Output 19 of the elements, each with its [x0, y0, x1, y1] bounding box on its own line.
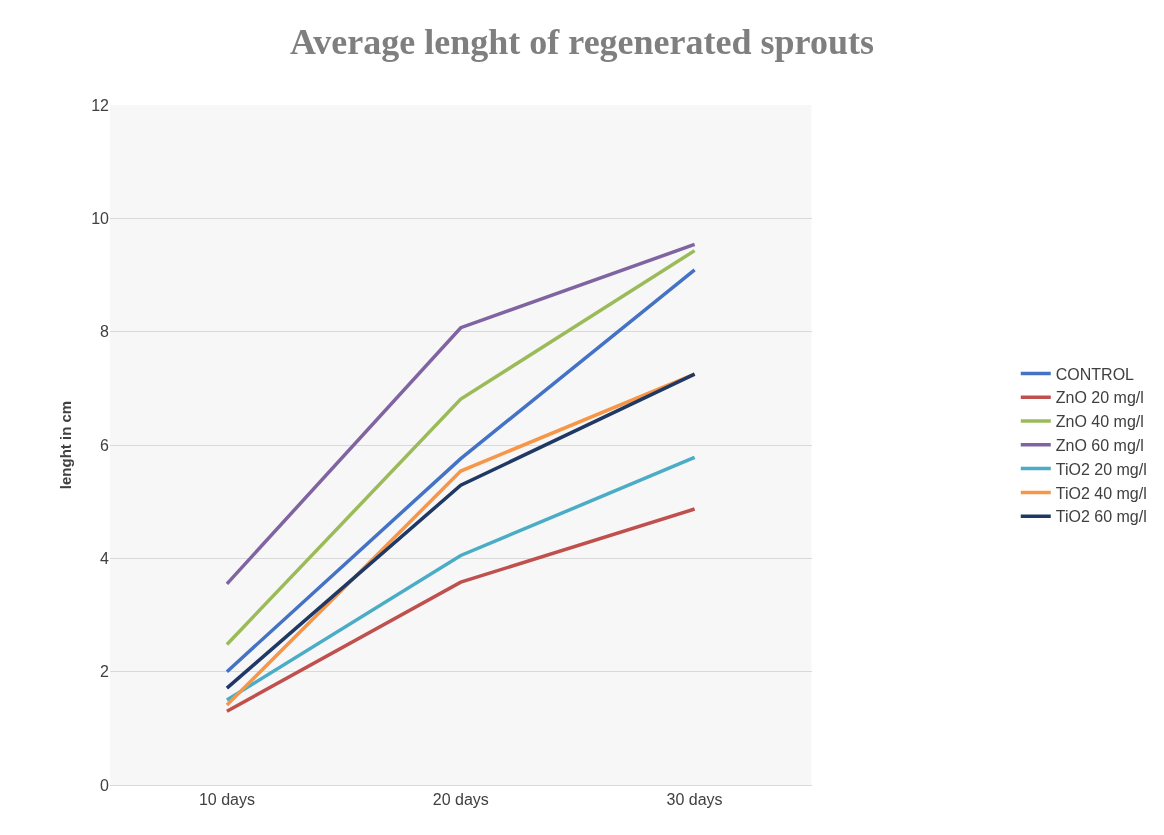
- x-tick-label: 10 days: [198, 791, 255, 809]
- y-axis-title: lenght in cm: [57, 400, 75, 490]
- y-tick-label: 2: [100, 663, 110, 681]
- y-tick-label: 12: [91, 96, 110, 114]
- legend-label: ZnO 40 mg/l: [1055, 413, 1144, 431]
- legend-label: TiO2 40 mg/l: [1055, 484, 1147, 502]
- legend-label: ZnO 20 mg/l: [1055, 389, 1144, 407]
- y-tick-label: 10: [91, 209, 110, 227]
- y-tick-label: 0: [100, 776, 110, 794]
- y-tick-label: 6: [100, 436, 110, 454]
- y-tick-label: 8: [100, 323, 110, 341]
- chart-title: Average lenght of regenerated sprouts: [290, 22, 874, 63]
- legend-label: TiO2 60 mg/l: [1055, 508, 1147, 526]
- legend-label: TiO2 20 mg/l: [1055, 460, 1147, 478]
- x-tick-label: 20 days: [432, 791, 489, 809]
- x-tick-label: 30 days: [666, 791, 723, 809]
- y-tick-label: 4: [100, 549, 110, 567]
- legend-label: CONTROL: [1055, 365, 1135, 383]
- legend-label: ZnO 60 mg/l: [1055, 437, 1144, 455]
